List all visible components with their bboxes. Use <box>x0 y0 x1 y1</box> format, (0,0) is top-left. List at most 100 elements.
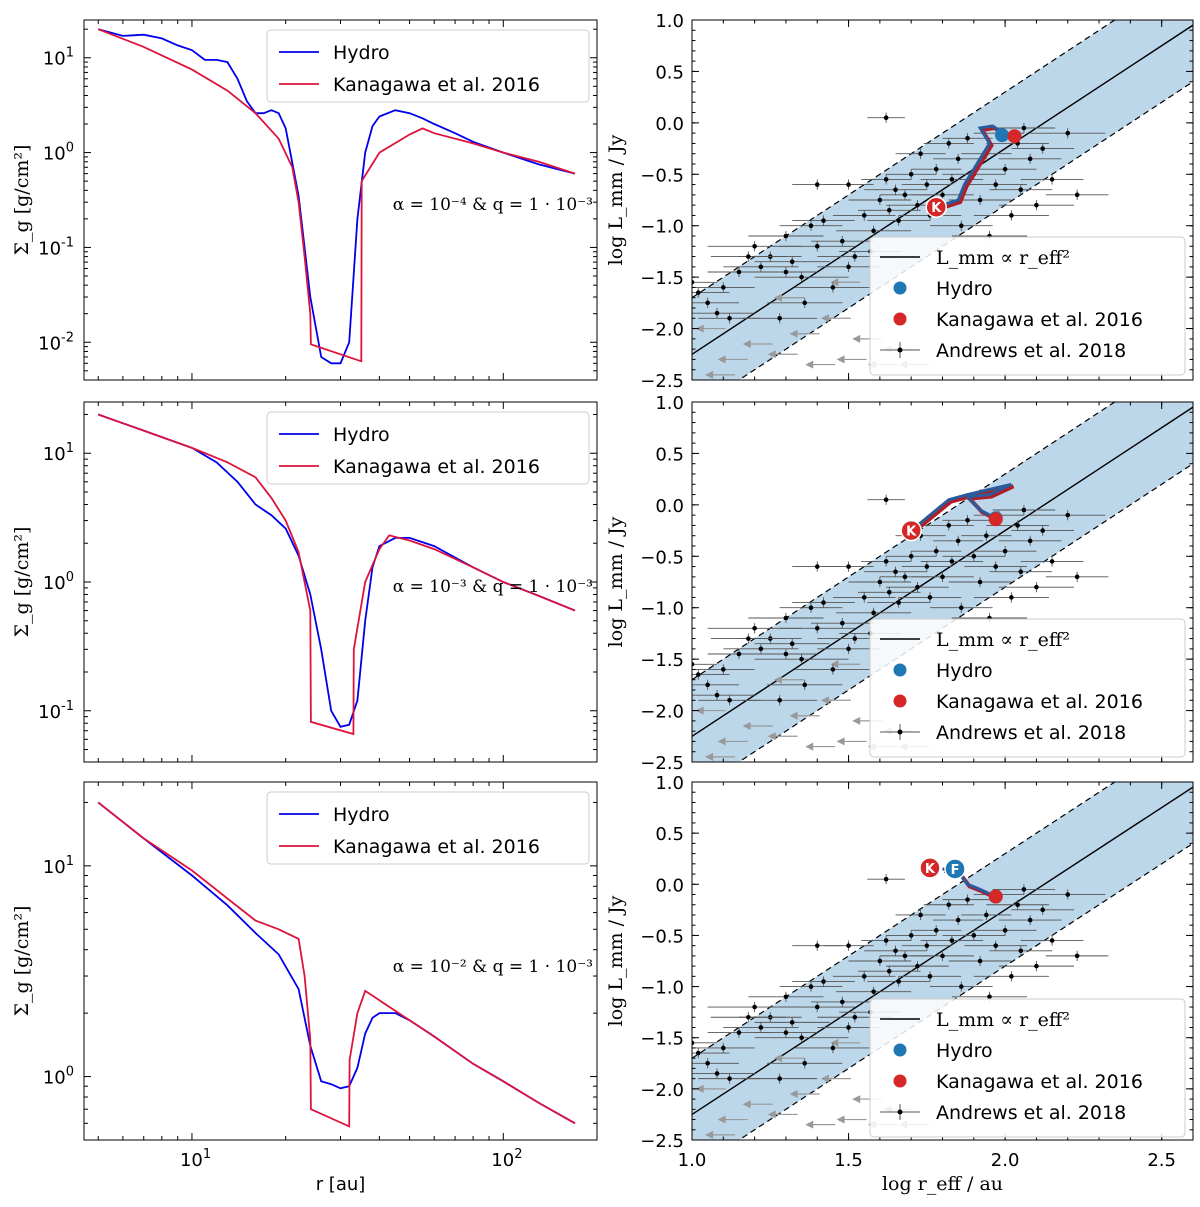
y-tick-label: −1.0 <box>640 217 684 238</box>
upper-limit-arrow <box>773 293 782 302</box>
data-point <box>846 943 851 948</box>
data-point <box>1027 538 1033 544</box>
data-point <box>1065 512 1071 518</box>
data-point <box>927 974 933 979</box>
data-point <box>821 218 826 223</box>
y-tick-label: 1.0 <box>655 393 684 414</box>
upper-limit-arrow <box>836 355 845 364</box>
data-point <box>958 223 964 229</box>
data-point <box>871 989 876 994</box>
y-axis-label: Σ_g [g/cm²] <box>11 145 33 256</box>
y-tick-label: 0.0 <box>655 114 684 135</box>
start-marker-label: K <box>931 201 942 216</box>
x-tick-label: 2.5 <box>1147 1150 1176 1171</box>
data-point <box>783 994 789 1000</box>
data-point <box>955 156 961 162</box>
data-point <box>971 553 977 559</box>
upper-limit-arrow <box>705 752 714 761</box>
data-point <box>736 1030 742 1035</box>
data-point <box>789 1020 795 1025</box>
data-point <box>846 564 851 569</box>
plot-area: K <box>692 20 1193 380</box>
data-point <box>852 1014 858 1020</box>
data-point <box>861 213 867 218</box>
legend-label: Kanagawa et al. 2016 <box>936 691 1143 713</box>
y-tick-label: 10-1 <box>38 699 74 723</box>
y-tick-label: 101 <box>43 854 74 878</box>
right-panel-3: FK1.00.50.0−0.5−1.0−1.5−2.0−2.51.0 1.5 2.0… <box>605 773 1194 1195</box>
data-point <box>1074 192 1080 198</box>
data-point <box>958 605 964 611</box>
legend-label: Andrews et al. 2018 <box>936 722 1126 744</box>
upper-limit-arrow <box>695 324 704 333</box>
data-point <box>1021 507 1027 513</box>
y-tick-label: −2.5 <box>640 1131 684 1152</box>
data-point <box>1027 917 1033 923</box>
data-point <box>746 1014 751 1020</box>
upper-limit-arrow <box>767 732 776 741</box>
legend-box <box>266 29 590 103</box>
legend-label: Kanagawa et al. 2016 <box>333 836 540 858</box>
data-point <box>924 564 930 569</box>
data-point <box>861 974 867 979</box>
data-point <box>977 197 983 203</box>
data-point <box>915 202 920 208</box>
x-tick-label: 1.0 <box>678 1150 707 1171</box>
data-point <box>1027 156 1033 162</box>
data-point <box>777 315 782 321</box>
data-point <box>705 1060 710 1066</box>
data-point <box>799 1035 804 1041</box>
left-panel-3: 101 100 101 102 Σ_g [g/cm²] r [au] α = 10⁻² & … <box>11 781 598 1195</box>
data-point <box>814 243 820 249</box>
data-point <box>1065 130 1071 136</box>
kanagawa-point <box>988 512 1003 527</box>
data-point <box>1015 902 1020 908</box>
data-point <box>886 968 892 974</box>
upper-limit-arrow <box>773 675 782 684</box>
legend-label: Hydro <box>333 424 390 446</box>
x-tick-label: 2.0 <box>991 1150 1020 1171</box>
data-point <box>993 943 999 948</box>
data-point <box>908 933 914 938</box>
right-panel-2: K 1.0 0.5 0.0 −0.5 −1.0 −1.5 −2.0 −2.5 log L_mm /… <box>605 393 1194 774</box>
data-point <box>949 938 955 943</box>
data-point <box>695 290 701 295</box>
kanagawa-point <box>1007 129 1022 144</box>
start-marker <box>925 196 947 218</box>
data-point <box>955 917 961 923</box>
data-point <box>714 1071 720 1076</box>
data-point <box>830 285 836 290</box>
data-point <box>902 953 908 959</box>
data-point <box>846 182 851 187</box>
y-axis-label: log L_mm / Jy <box>605 516 627 647</box>
data-point <box>830 1045 836 1051</box>
data-point <box>840 620 845 626</box>
upper-limit-arrow <box>789 329 798 338</box>
data-point <box>814 182 820 187</box>
data-point <box>736 269 742 275</box>
y-tick-label: −2.0 <box>640 1080 684 1101</box>
start-marker-label: F <box>951 863 960 878</box>
y-axis-label: Σ_g [g/cm²] <box>11 527 33 638</box>
data-point <box>971 933 977 938</box>
data-point <box>933 166 939 172</box>
data-point <box>802 1060 808 1066</box>
data-point <box>692 661 695 667</box>
data-point <box>783 615 789 621</box>
data-point <box>1040 146 1045 151</box>
data-point <box>808 984 814 989</box>
data-point <box>946 523 952 528</box>
upper-limit-arrow <box>830 278 839 287</box>
upper-limit-arrow <box>717 355 726 364</box>
y-tick-label: −2.0 <box>640 702 684 723</box>
legend-label: Hydro <box>333 42 390 64</box>
y-tick-label: 0.5 <box>655 444 684 465</box>
data-point <box>893 948 898 954</box>
legend-swatch <box>897 347 903 353</box>
data-point <box>908 553 914 559</box>
data-point <box>987 994 992 1000</box>
data-point <box>692 1040 695 1046</box>
y-tick-label: 100 <box>43 1065 74 1089</box>
series-line-kanagawa-et-al-2016 <box>97 801 576 1128</box>
